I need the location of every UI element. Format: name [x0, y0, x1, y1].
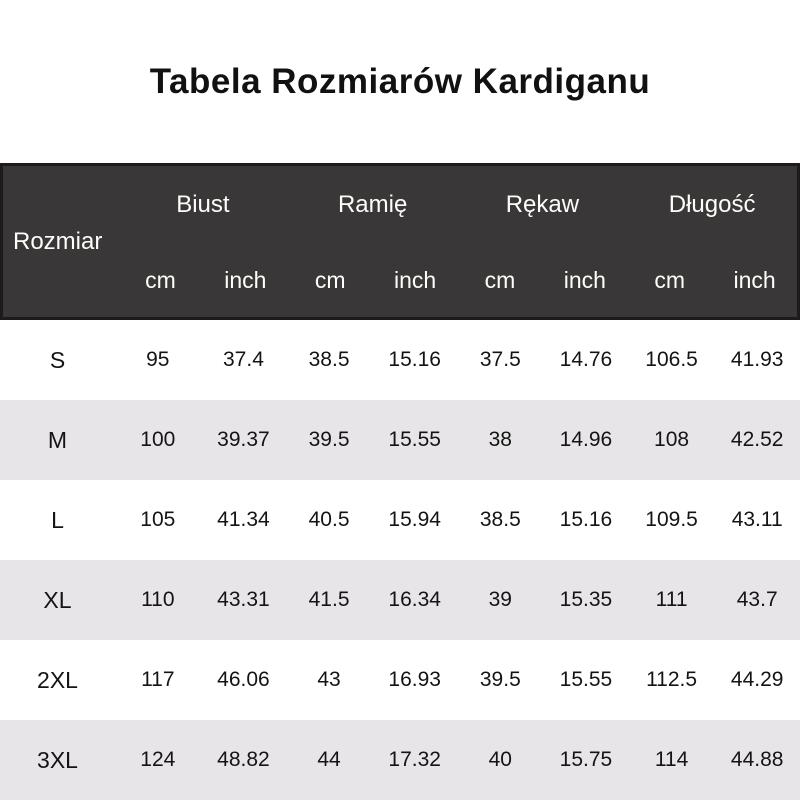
cell-biust-inch: 39.37 [217, 428, 270, 451]
cell-rekaw-cm: 39.5 [479, 668, 521, 691]
cell-rekaw-inch: 15.35 [559, 588, 613, 611]
cell-ramie-inch: 15.94 [388, 508, 441, 531]
table-row-s: S 95 37.4 38.5 15.16 37.5 14.76 106.5 41… [0, 320, 800, 400]
table-row-l: L 105 41.34 40.5 15.94 38.5 15.16 109.5 … [0, 480, 800, 560]
cell-rekaw-cm: 37.5 [479, 348, 521, 371]
cell-biust-cm: 95 [146, 348, 170, 371]
size-label: 3XL [37, 746, 78, 773]
cell-ramie-inch: 16.93 [388, 668, 441, 691]
cell-dlugosc-cm: 111 [655, 588, 688, 611]
cell-ramie-inch: 16.34 [388, 588, 441, 611]
cell-rekaw-inch: 15.16 [559, 508, 613, 531]
cell-dlugosc-cm: 114 [654, 748, 689, 771]
cell-dlugosc-cm: 112.5 [646, 668, 698, 691]
cell-ramie-cm: 43 [317, 668, 341, 691]
size-label: M [47, 426, 68, 453]
size-table: Rozmiar Biust Ramię Rękaw Długość cm inc… [0, 163, 800, 800]
cell-rekaw-cm: 38 [488, 428, 512, 451]
table-row-xl: XL 110 43.31 41.5 16.34 39 15.35 111 43.… [0, 560, 800, 640]
cell-ramie-inch: 15.16 [388, 348, 441, 371]
unit-header-dlugosc-inch: inch [733, 266, 776, 293]
unit-header-ramie-inch: inch [393, 266, 437, 293]
cell-rekaw-cm: 39 [488, 588, 512, 611]
cell-dlugosc-inch: 42.52 [730, 428, 784, 451]
cell-rekaw-inch: 14.96 [559, 428, 613, 451]
cell-rekaw-cm: 38.5 [479, 508, 521, 531]
column-group-dlugosc: Długość [668, 190, 756, 218]
cell-ramie-cm: 38.5 [308, 348, 350, 371]
cell-biust-cm: 105 [140, 508, 176, 531]
cell-rekaw-inch: 14.76 [559, 348, 613, 371]
unit-header-biust-inch: inch [224, 266, 267, 293]
cell-dlugosc-inch: 44.88 [730, 748, 784, 771]
cell-biust-inch: 41.34 [217, 508, 270, 531]
cell-biust-inch: 43.31 [217, 588, 270, 611]
cell-ramie-cm: 40.5 [308, 508, 350, 531]
cell-biust-cm: 110 [141, 588, 175, 611]
column-group-ramie: Ramię [337, 190, 408, 218]
cell-ramie-inch: 17.32 [388, 748, 441, 771]
cell-dlugosc-inch: 44.29 [730, 668, 784, 691]
unit-header-rekaw-cm: cm [484, 266, 516, 293]
table-row-m: M 100 39.37 39.5 15.55 38 14.96 108 42.5… [0, 400, 800, 480]
cell-biust-cm: 124 [140, 748, 176, 771]
cell-dlugosc-inch: 43.7 [736, 588, 778, 611]
cell-ramie-inch: 15.55 [388, 428, 441, 451]
unit-header-biust-cm: cm [145, 266, 176, 293]
table-header: Rozmiar Biust Ramię Rękaw Długość cm inc… [0, 163, 800, 320]
cell-dlugosc-cm: 109.5 [645, 508, 698, 531]
table-row-3xl: 3XL 124 48.82 44 17.32 40 15.75 114 44.8… [0, 720, 800, 800]
unit-header-ramie-cm: cm [314, 266, 346, 293]
cell-dlugosc-inch: 41.93 [730, 348, 784, 371]
size-label: L [51, 506, 64, 533]
cell-dlugosc-cm: 106.5 [645, 348, 698, 371]
table-row-2xl: 2XL 117 46.06 43 16.93 39.5 15.55 112.5 … [0, 640, 800, 720]
column-group-biust: Biust [176, 190, 230, 218]
cell-ramie-cm: 41.5 [308, 588, 350, 611]
title-bar: Tabela Rozmiarów Kardiganu [0, 0, 800, 163]
cell-biust-cm: 100 [140, 428, 176, 451]
cell-dlugosc-cm: 108 [654, 428, 690, 451]
cell-ramie-cm: 44 [317, 748, 341, 771]
cell-biust-inch: 48.82 [217, 748, 270, 771]
column-group-rekaw: Rękaw [505, 190, 580, 218]
cell-dlugosc-inch: 43.11 [731, 508, 783, 531]
cell-rekaw-inch: 15.55 [559, 668, 613, 691]
cell-ramie-cm: 39.5 [308, 428, 350, 451]
cell-biust-inch: 46.06 [217, 668, 270, 691]
size-label: 2XL [37, 666, 78, 693]
cell-biust-cm: 117 [141, 668, 175, 691]
unit-header-dlugosc-cm: cm [654, 266, 686, 293]
page-title: Tabela Rozmiarów Kardiganu [149, 61, 651, 101]
cell-rekaw-inch: 15.75 [559, 748, 613, 771]
cell-rekaw-cm: 40 [488, 748, 512, 771]
cell-biust-inch: 37.4 [223, 348, 264, 371]
size-label: XL [43, 586, 72, 613]
size-label: S [49, 346, 66, 373]
column-header-rozmiar: Rozmiar [13, 227, 103, 255]
unit-header-rekaw-inch: inch [563, 266, 606, 293]
